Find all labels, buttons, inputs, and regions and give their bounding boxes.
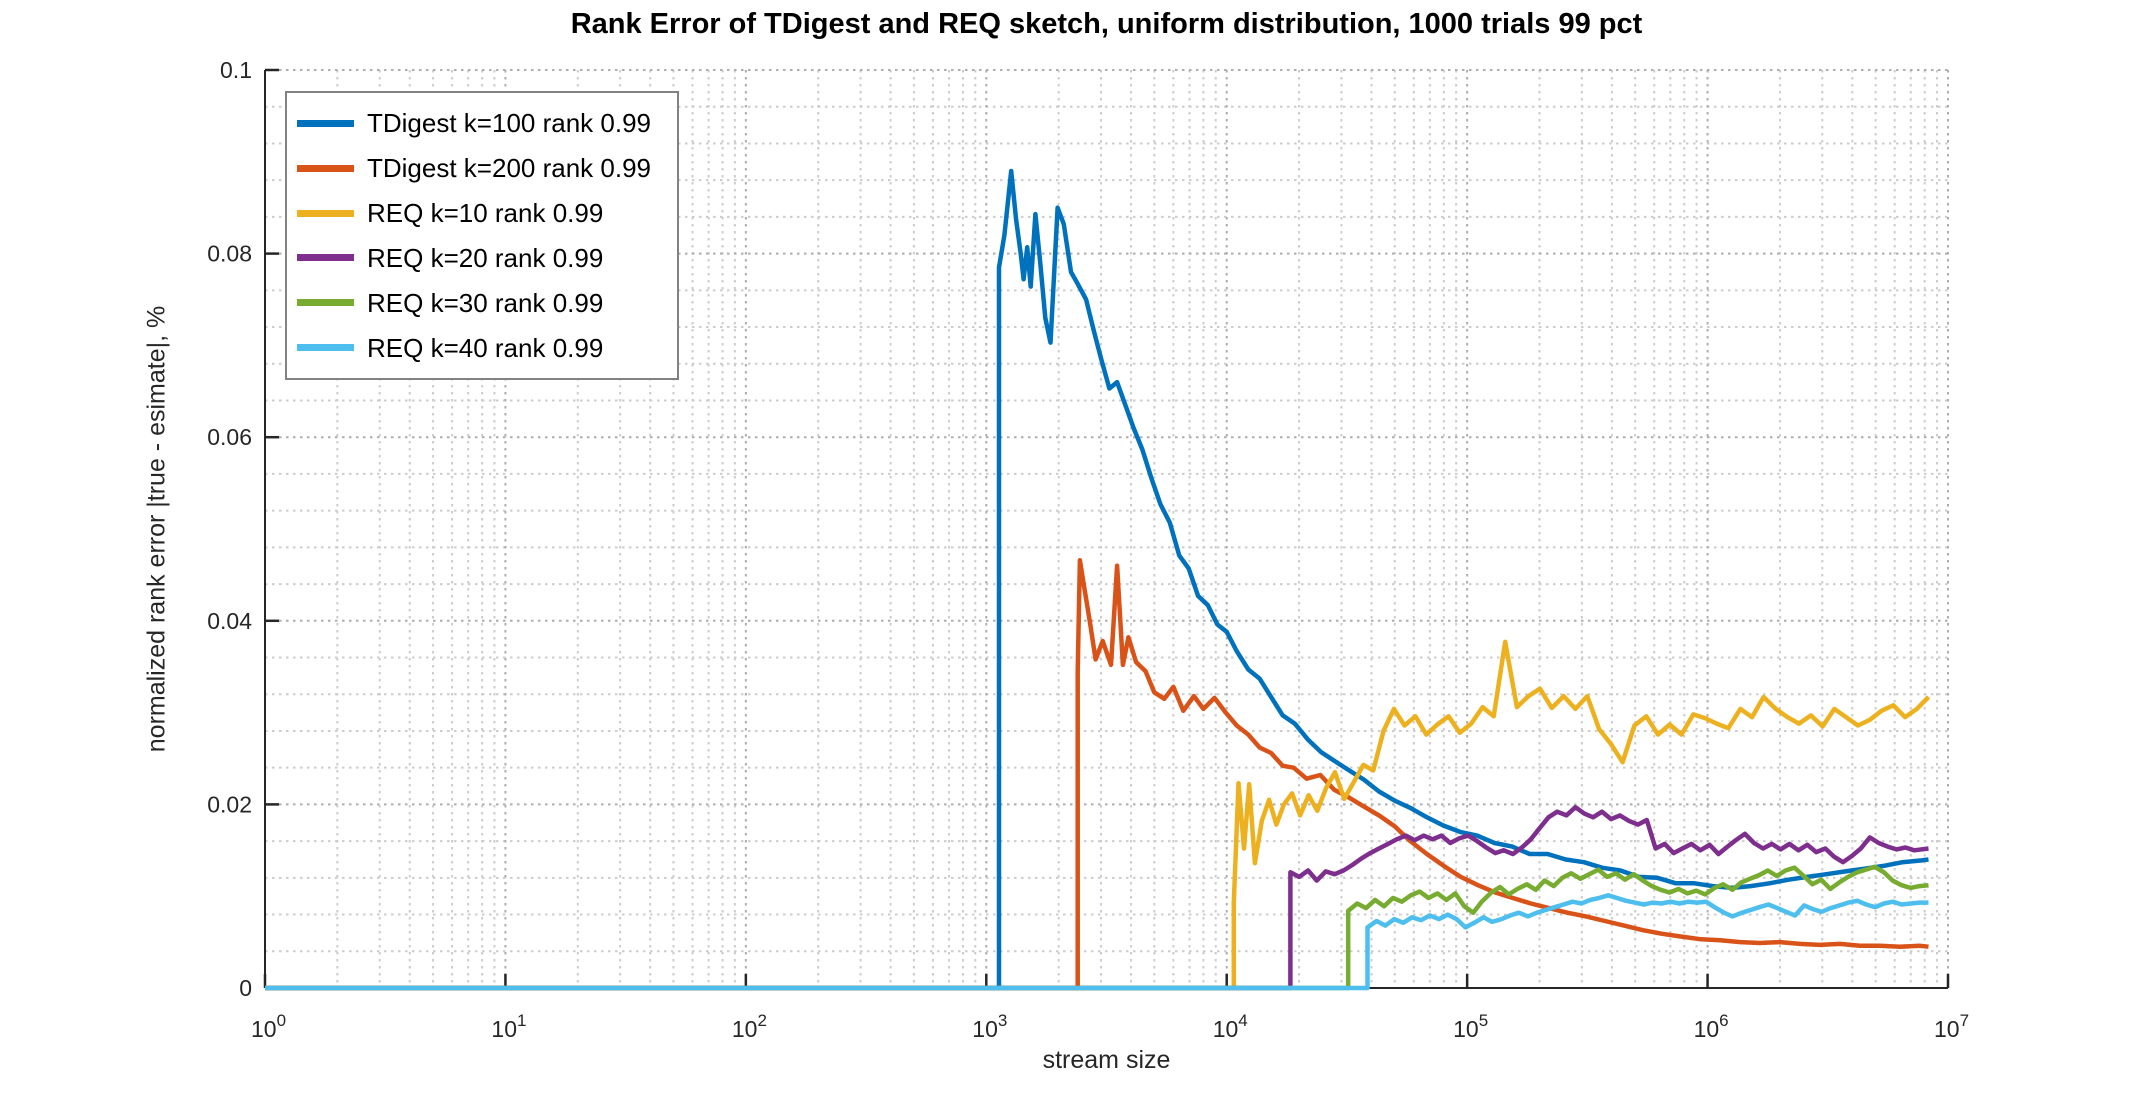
y-tick-label: 0.1 — [220, 57, 252, 83]
y-tick-label: 0.08 — [207, 241, 252, 267]
series-line-tdigest-k200 — [265, 557, 1929, 991]
legend-item-req-k20: REQ k=20 rank 0.99 — [287, 238, 677, 278]
y-tick-label: 0.02 — [207, 791, 252, 817]
x-tick-label: 103 — [972, 1011, 1007, 1042]
series-line-req-k40 — [265, 893, 1929, 991]
legend-item-label: TDigest k=100 rank 0.99 — [367, 108, 651, 139]
series-line-req-k10 — [265, 639, 1931, 991]
legend: TDigest k=100 rank 0.99 TDigest k=200 ran… — [285, 91, 679, 380]
chart-title: Rank Error of TDigest and REQ sketch, un… — [570, 8, 1643, 40]
x-tick-label: 102 — [732, 1011, 767, 1042]
legend-item-label: REQ k=30 rank 0.99 — [367, 287, 604, 318]
x-tick-label: 106 — [1694, 1011, 1729, 1042]
y-tick-label: 0.04 — [207, 608, 252, 634]
y-tick-label: 0 — [239, 975, 252, 1001]
y-axis-label: normalized rank error |true - esimate|, … — [142, 305, 171, 753]
legend-item-req-k30: REQ k=30 rank 0.99 — [287, 283, 677, 323]
legend-item-req-k40: REQ k=40 rank 0.99 — [287, 328, 677, 368]
x-tick-label: 101 — [491, 1011, 526, 1042]
legend-swatch-req-k30 — [297, 299, 354, 307]
x-tick-label: 100 — [251, 1011, 286, 1042]
series-line-req-k30 — [265, 864, 1929, 991]
legend-item-req-k10: REQ k=10 rank 0.99 — [287, 193, 677, 233]
legend-item-tdigest-k100: TDigest k=100 rank 0.99 — [287, 103, 677, 143]
x-tick-label: 105 — [1453, 1011, 1488, 1042]
legend-item-label: REQ k=20 rank 0.99 — [367, 242, 604, 273]
legend-item-label: TDigest k=200 rank 0.99 — [367, 153, 651, 184]
legend-swatch-req-k10 — [297, 209, 354, 217]
series-line-tdigest-k100 — [265, 168, 1929, 991]
y-tick-label: 0.06 — [207, 424, 252, 450]
x-tick-label: 107 — [1934, 1011, 1969, 1042]
legend-item-label: REQ k=40 rank 0.99 — [367, 332, 604, 363]
x-tick-label: 104 — [1213, 1011, 1248, 1042]
legend-swatch-tdigest-k100 — [297, 119, 354, 127]
legend-swatch-tdigest-k200 — [297, 164, 354, 172]
legend-item-tdigest-k200: TDigest k=200 rank 0.99 — [287, 148, 677, 188]
legend-swatch-req-k40 — [297, 344, 354, 352]
legend-swatch-req-k20 — [297, 254, 354, 262]
series-line-req-k20 — [265, 804, 1929, 991]
legend-item-label: REQ k=10 rank 0.99 — [367, 198, 604, 229]
x-axis-label: stream size — [1042, 1046, 1171, 1074]
